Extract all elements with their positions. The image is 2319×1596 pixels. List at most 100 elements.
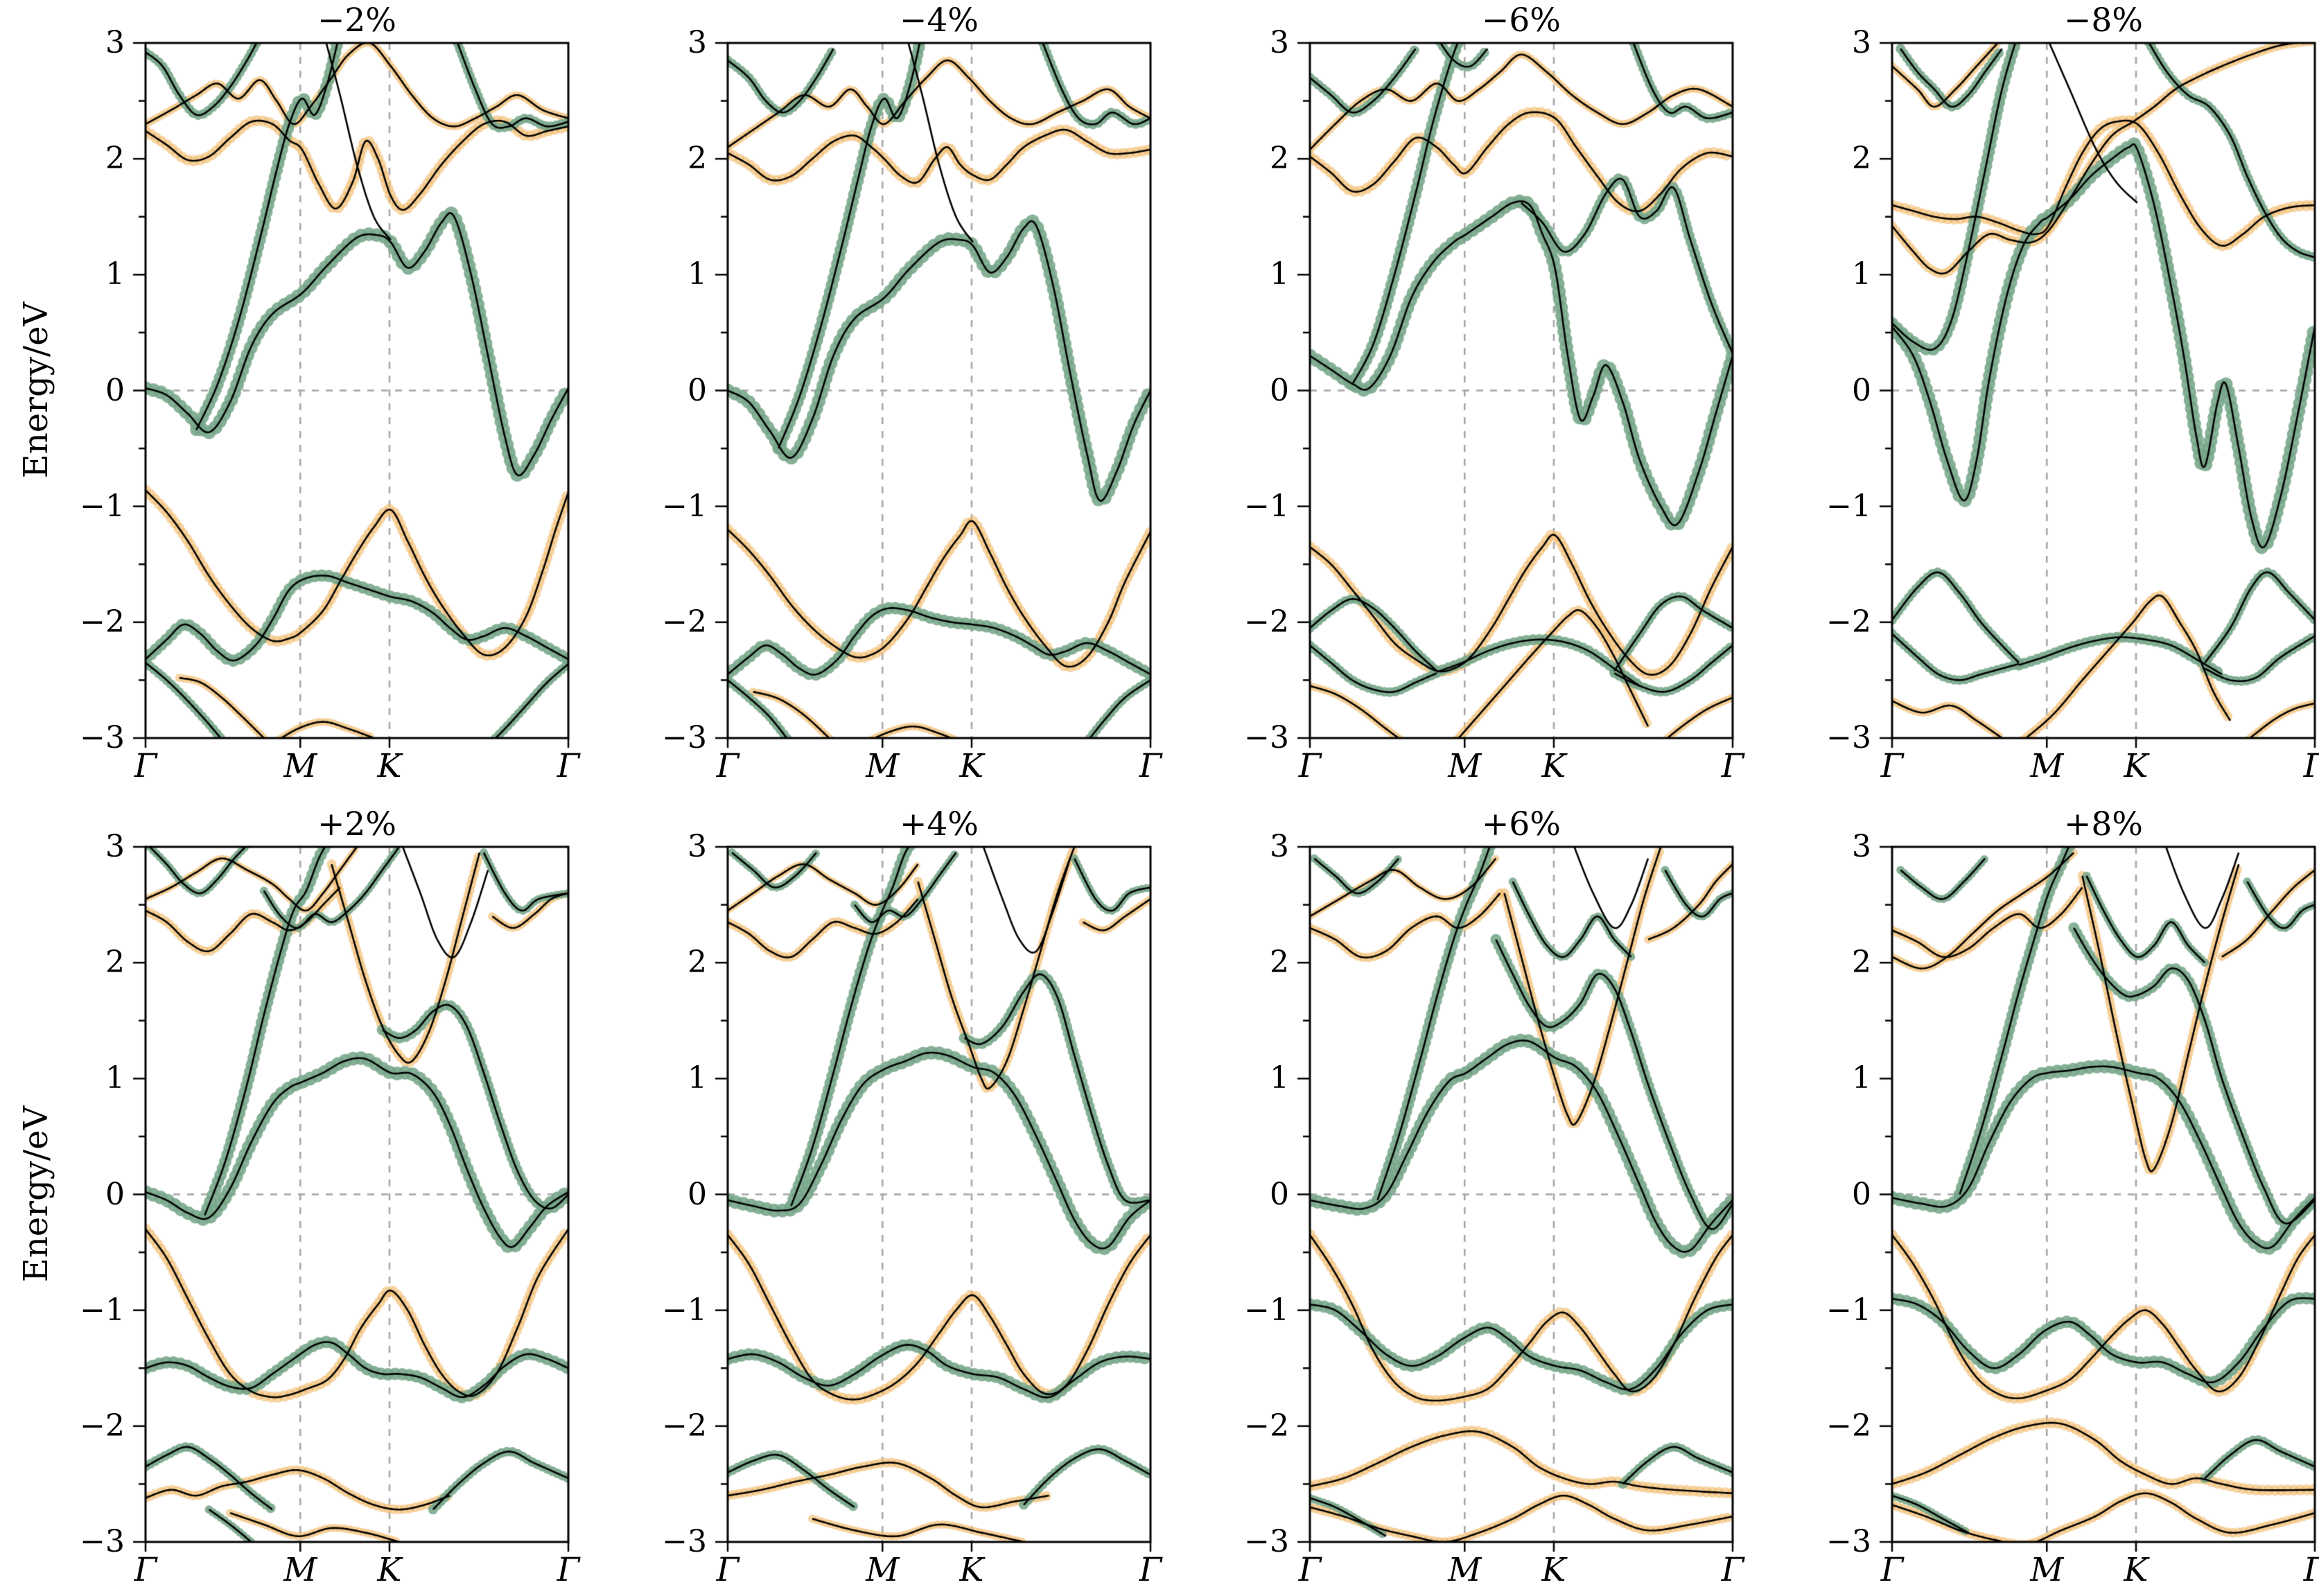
x-tick-label: K (377, 747, 402, 785)
x-tick-label: M (283, 747, 317, 785)
y-tick-label: −2 (662, 1408, 707, 1444)
y-tick-label: 0 (688, 1176, 707, 1212)
x-tick-label: M (283, 1551, 317, 1589)
y-tick-label: −2 (1244, 604, 1289, 640)
y-tick-label: 0 (105, 1176, 125, 1212)
x-tick-label: Γ (134, 747, 157, 785)
y-tick-label: 1 (1852, 256, 1871, 292)
y-tick-label: −3 (662, 720, 707, 755)
x-tick-label: K (2124, 747, 2149, 785)
y-tick-label: 3 (688, 25, 707, 60)
y-tick-label: 1 (1270, 1060, 1289, 1096)
band-plot-canvas (700, 836, 1160, 1567)
y-tick-label: 0 (688, 372, 707, 408)
y-tick-label: −1 (662, 488, 707, 524)
band-plot-canvas (1282, 32, 1742, 763)
x-tick-label: M (2030, 1551, 2064, 1589)
x-tick-label: Γ (1721, 1551, 1744, 1589)
x-tick-label: M (866, 1551, 900, 1589)
y-tick-label: 1 (105, 1060, 125, 1096)
panel-minus-6pct: −6% 3 2 1 0 −1 −2 −3 Γ M K Γ (1244, 1, 1744, 785)
band-plot-canvas (118, 836, 578, 1567)
y-tick-label: −3 (662, 1524, 707, 1559)
y-tick-label: 1 (688, 256, 707, 292)
y-tick-label: 3 (1270, 25, 1289, 60)
y-tick-label: 2 (1852, 945, 1871, 981)
y-tick-label: 1 (1270, 256, 1289, 292)
y-tick-label: −2 (1244, 1408, 1289, 1444)
panel-plus-6pct: +6% 3 2 1 0 −1 −2 −3 Γ M K Γ (1244, 805, 1744, 1589)
y-tick-label: 0 (1270, 372, 1289, 408)
y-tick-label: −2 (80, 1408, 125, 1444)
band-plot-canvas (118, 32, 578, 763)
y-tick-label: 3 (1852, 829, 1871, 864)
x-tick-label: Γ (1880, 1551, 1904, 1589)
band-plot-canvas (1864, 32, 2319, 763)
x-tick-label: K (2124, 1551, 2149, 1589)
band-plot-canvas (700, 32, 1160, 763)
panel-minus-4pct: −4% 3 2 1 0 −1 −2 −3 Γ M K Γ (662, 1, 1162, 785)
band-plot-canvas (1864, 836, 2319, 1567)
y-tick-label: 2 (688, 141, 707, 177)
y-tick-label: −3 (1826, 1524, 1871, 1559)
y-tick-label: 2 (105, 141, 125, 177)
y-tick-label: −3 (1244, 1524, 1289, 1559)
x-tick-label: Γ (1139, 1551, 1162, 1589)
y-tick-label: 3 (688, 829, 707, 864)
y-tick-label: 1 (105, 256, 125, 292)
y-tick-label: −2 (1826, 1408, 1871, 1444)
y-tick-label: −1 (1244, 488, 1289, 524)
y-tick-label: 0 (1852, 1176, 1871, 1212)
x-tick-label: Γ (1721, 747, 1744, 785)
x-tick-label: Γ (557, 747, 580, 785)
x-tick-label: K (1541, 747, 1566, 785)
x-tick-label: M (1448, 1551, 1482, 1589)
y-tick-label: 0 (1270, 1176, 1289, 1212)
y-tick-label: −3 (1244, 720, 1289, 755)
panel-minus-2pct: −2% 3 2 1 0 −1 −2 −3 Γ M K Γ (80, 1, 579, 785)
x-tick-label: Γ (2273, 748, 2319, 785)
y-tick-label: 2 (1270, 141, 1289, 177)
y-tick-label: −1 (1244, 1292, 1289, 1328)
y-tick-label: 3 (105, 25, 125, 60)
x-tick-label: M (866, 747, 900, 785)
y-tick-label: −1 (1826, 488, 1871, 524)
y-tick-label: −3 (1826, 720, 1871, 755)
y-tick-label: 0 (1852, 372, 1871, 408)
x-tick-label: M (2030, 747, 2064, 785)
x-tick-label: Γ (716, 747, 740, 785)
x-tick-label: Γ (557, 1551, 580, 1589)
panel-plus-4pct: +4% 3 2 1 0 −1 −2 −3 Γ M K Γ (662, 805, 1162, 1589)
y-tick-label: 0 (105, 372, 125, 408)
x-tick-label: K (959, 1551, 984, 1589)
y-tick-label: 1 (688, 1060, 707, 1096)
y-tick-label: 2 (105, 945, 125, 981)
x-tick-label: Γ (1298, 1551, 1322, 1589)
y-tick-label: −1 (1826, 1292, 1871, 1328)
y-tick-label: 1 (1852, 1060, 1871, 1096)
x-tick-label: Γ (2273, 1552, 2319, 1589)
y-tick-label: −2 (662, 604, 707, 640)
x-tick-label: M (1448, 747, 1482, 785)
x-tick-label: Γ (1298, 747, 1322, 785)
y-tick-label: −1 (80, 1292, 125, 1328)
y-tick-label: −3 (80, 1524, 125, 1559)
x-tick-label: K (377, 1551, 402, 1589)
y-tick-label: 2 (688, 945, 707, 981)
x-tick-label: Γ (134, 1551, 157, 1589)
x-tick-label: Γ (716, 1551, 740, 1589)
y-tick-label: −1 (662, 1292, 707, 1328)
y-tick-label: −3 (80, 720, 125, 755)
y-tick-label: −2 (80, 604, 125, 640)
x-tick-label: Γ (1139, 747, 1162, 785)
x-tick-label: K (1541, 1551, 1566, 1589)
y-tick-label: 3 (1270, 829, 1289, 864)
panel-plus-2pct: +2% 3 2 1 0 −1 −2 −3 Γ M K Γ (80, 805, 579, 1589)
y-tick-label: 2 (1270, 945, 1289, 981)
y-tick-label: −2 (1826, 604, 1871, 640)
y-tick-label: 3 (105, 829, 125, 864)
y-tick-label: 2 (1852, 141, 1871, 177)
